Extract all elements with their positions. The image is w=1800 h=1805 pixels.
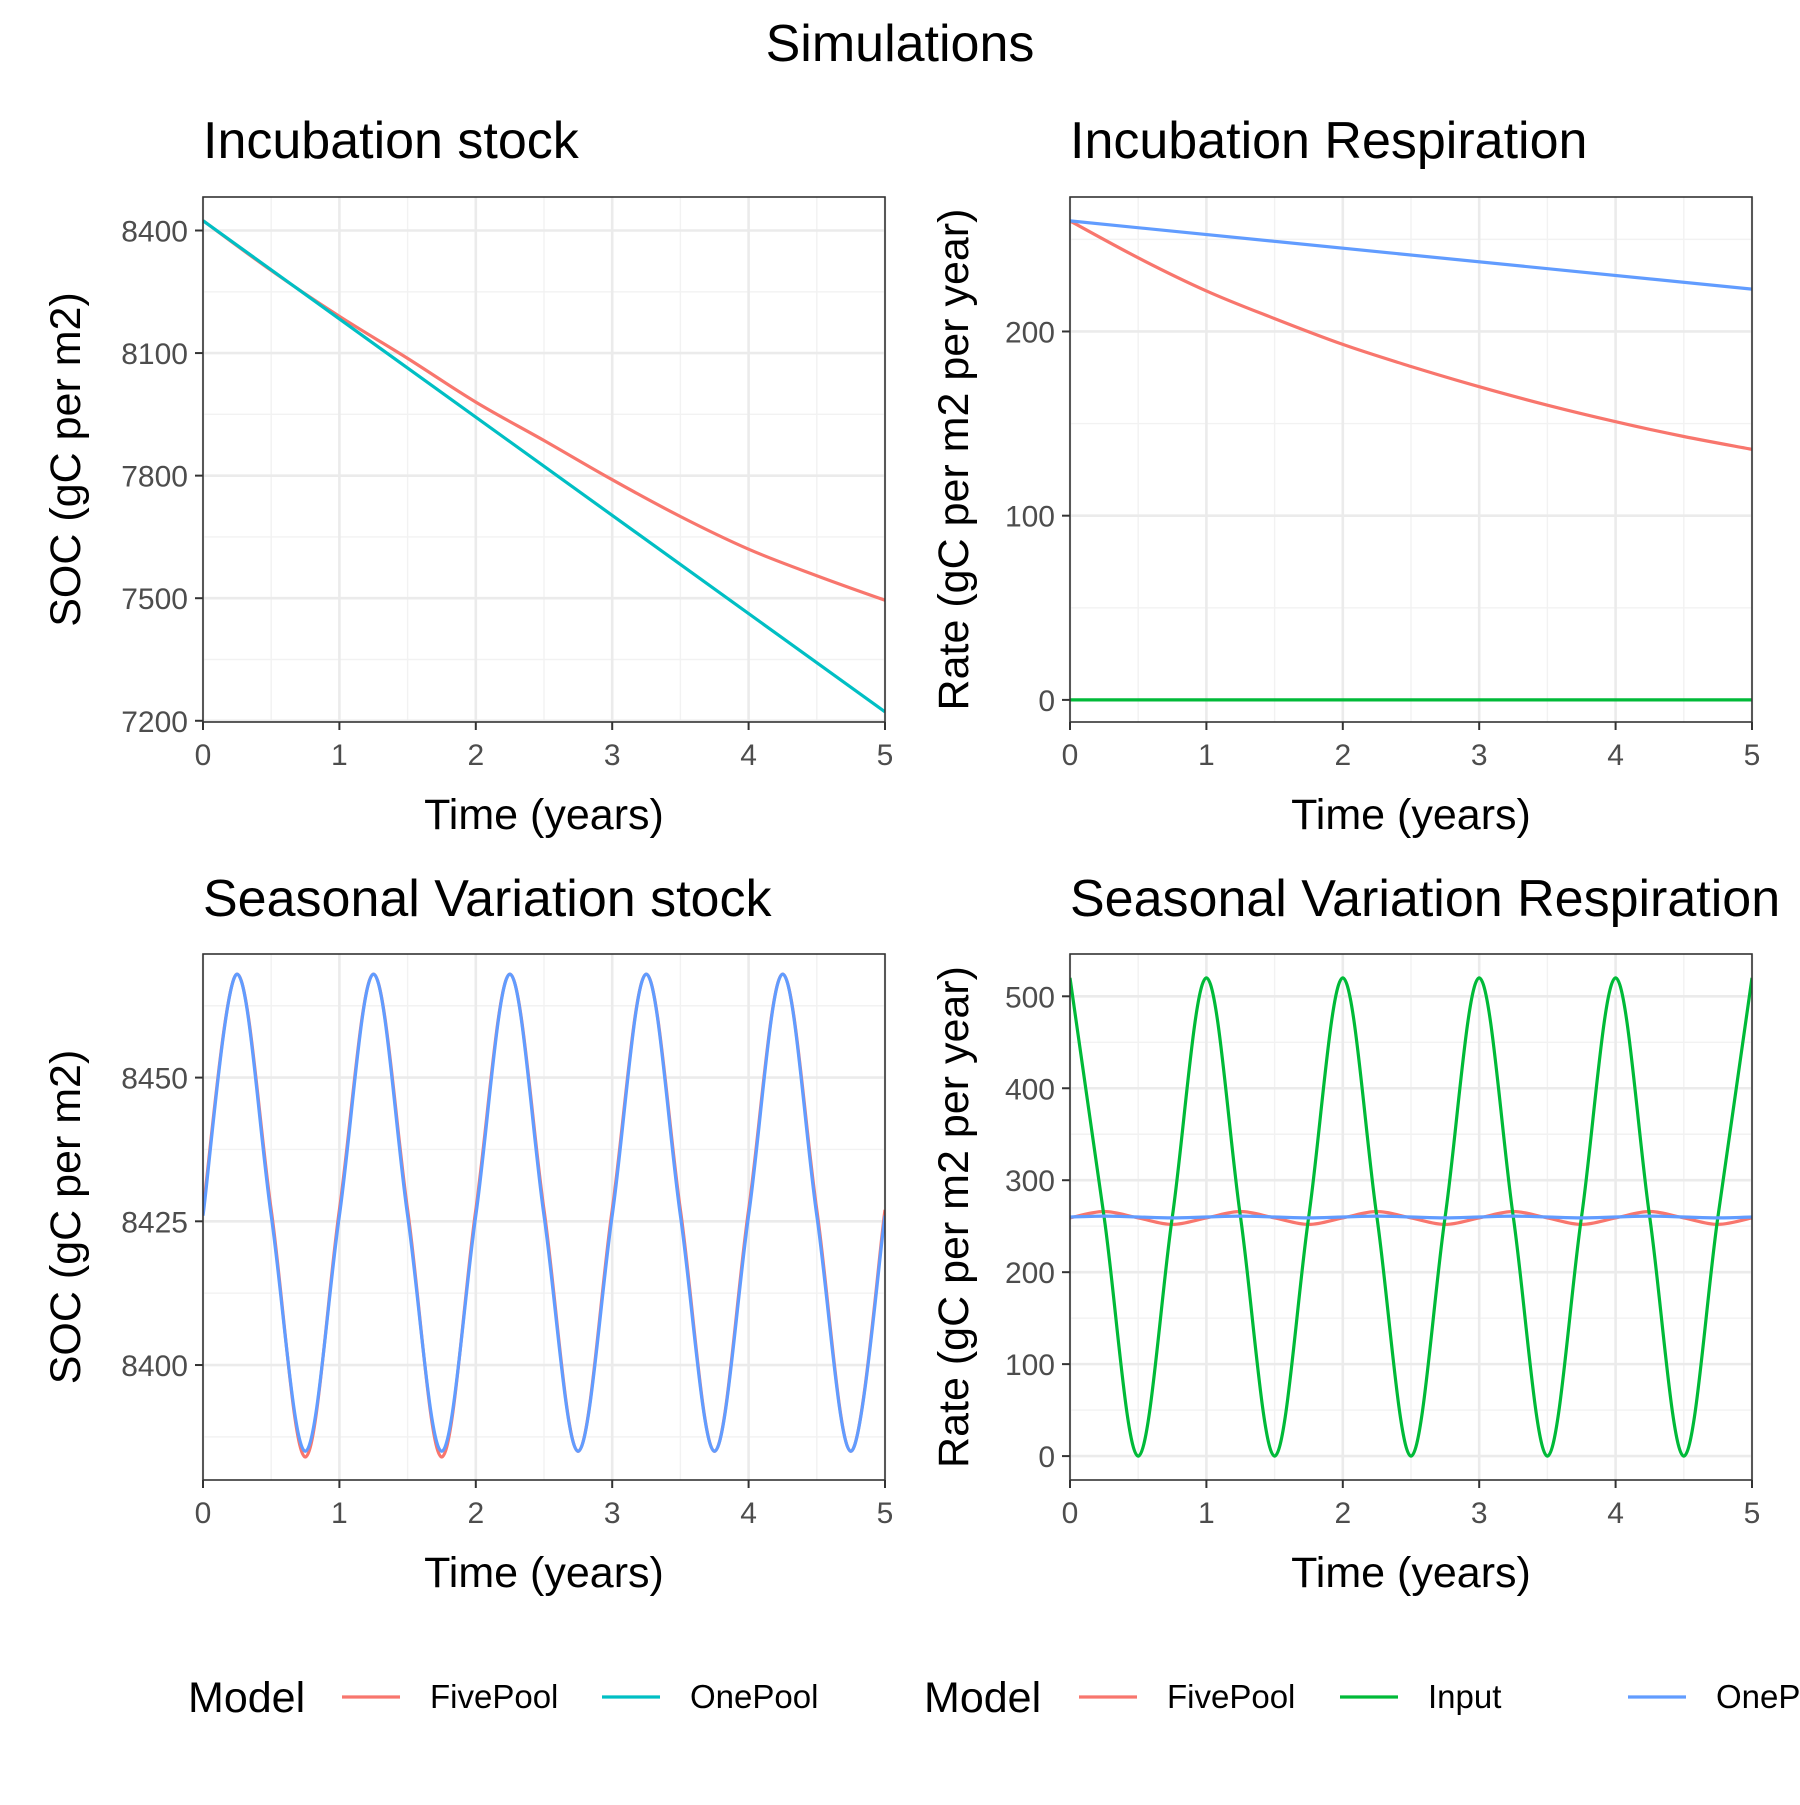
x-axis-label: Time (years) [1291,1549,1531,1597]
y-tick-label: 8450 [121,1063,188,1096]
x-tick-label: 2 [1334,739,1351,772]
x-tick-label: 5 [1744,739,1761,772]
x-tick-label: 0 [1062,739,1079,772]
x-tick-label: 4 [1607,1497,1624,1530]
panel-border [202,196,886,723]
legend-label-onepool: OnePool [690,1678,818,1715]
y-tick-label: 200 [1005,316,1055,349]
legend-title: Model [924,1674,1041,1722]
y-tick-label: 400 [1005,1073,1055,1106]
x-tick-label: 4 [740,1497,757,1530]
x-tick-label: 3 [1471,739,1488,772]
legend-title: Model [188,1674,305,1722]
x-tick-label: 4 [740,739,757,772]
legend-label-onepool: OnePool [1716,1678,1800,1715]
legend-label-fivepool: FivePool [430,1678,558,1715]
legend-2: Model FivePool Input OnePool [924,1674,1800,1722]
panel-border [1069,196,1753,723]
panel-1: 0 1 2 3 4 5 7200 7500 7800 8100 8400 Incubation sto… [42,112,893,839]
legend-label-fivepool: FivePool [1167,1678,1295,1715]
series-line-onepool [1070,219,1752,291]
series-line-onepool [203,972,885,1453]
panel-title: Seasonal Variation Respiration [1070,870,1780,928]
panel-4: 0 1 2 3 4 5 0 100 200 300 400 500 Seasonal Variation… [930,870,1780,1597]
x-axis-label: Time (years) [1291,791,1531,839]
series-line-onepool [1070,1214,1752,1220]
y-tick-label: 8400 [121,216,188,249]
x-tick-label: 1 [1198,1497,1215,1530]
y-tick-label: 200 [1005,1257,1055,1290]
legend-1: Model FivePool OnePool [188,1674,818,1722]
y-tick-label: 100 [1005,1349,1055,1382]
y-axis-label: SOC (gC per m2) [42,292,90,627]
panel-title: Incubation stock [203,112,580,170]
y-tick-label: 7800 [121,461,188,494]
series-line-input [1070,976,1752,1458]
y-tick-label: 8400 [121,1350,188,1383]
x-tick-label: 1 [1198,739,1215,772]
x-tick-label: 0 [1062,1497,1079,1530]
panel-3: 0 1 2 3 4 5 8400 8425 8450 Seasonal Variation sto… [42,870,893,1597]
x-axis-label: Time (years) [424,791,664,839]
y-tick-label: 100 [1005,501,1055,534]
legend-label-input: Input [1428,1678,1501,1715]
x-tick-label: 3 [1471,1497,1488,1530]
panel-title: Seasonal Variation stock [203,870,772,928]
panel-border [202,953,886,1481]
x-tick-label: 5 [877,739,894,772]
panel-border [1069,953,1753,1481]
panel-2: 0 1 2 3 4 5 0 100 200 Incubation Respiration Time … [930,112,1760,839]
series-line-onepool [203,219,885,714]
y-tick-label: 7200 [121,706,188,739]
x-tick-label: 4 [1607,739,1624,772]
panel-title: Incubation Respiration [1070,112,1587,170]
x-tick-label: 2 [467,1497,484,1530]
x-tick-label: 1 [331,1497,348,1530]
y-axis-label: SOC (gC per m2) [42,1050,90,1385]
y-tick-label: 8425 [121,1206,188,1239]
y-tick-label: 300 [1005,1165,1055,1198]
series-line-fivepool [1070,219,1752,451]
y-tick-label: 500 [1005,981,1055,1014]
y-tick-label: 8100 [121,338,188,371]
y-axis-label: Rate (gC per m2 per year) [930,209,978,711]
x-tick-label: 1 [331,739,348,772]
figure-title: Simulations [765,15,1035,73]
x-tick-label: 3 [604,739,621,772]
x-tick-label: 3 [604,1497,621,1530]
x-axis-label: Time (years) [424,1549,664,1597]
x-tick-label: 2 [467,739,484,772]
x-tick-label: 5 [1744,1497,1761,1530]
x-tick-label: 0 [195,739,212,772]
x-tick-label: 2 [1334,1497,1351,1530]
x-tick-label: 5 [877,1497,894,1530]
y-tick-label: 0 [1038,1441,1055,1474]
x-tick-label: 0 [195,1497,212,1530]
y-tick-label: 7500 [121,583,188,616]
y-axis-label: Rate (gC per m2 per year) [930,966,978,1468]
y-tick-label: 0 [1038,685,1055,718]
